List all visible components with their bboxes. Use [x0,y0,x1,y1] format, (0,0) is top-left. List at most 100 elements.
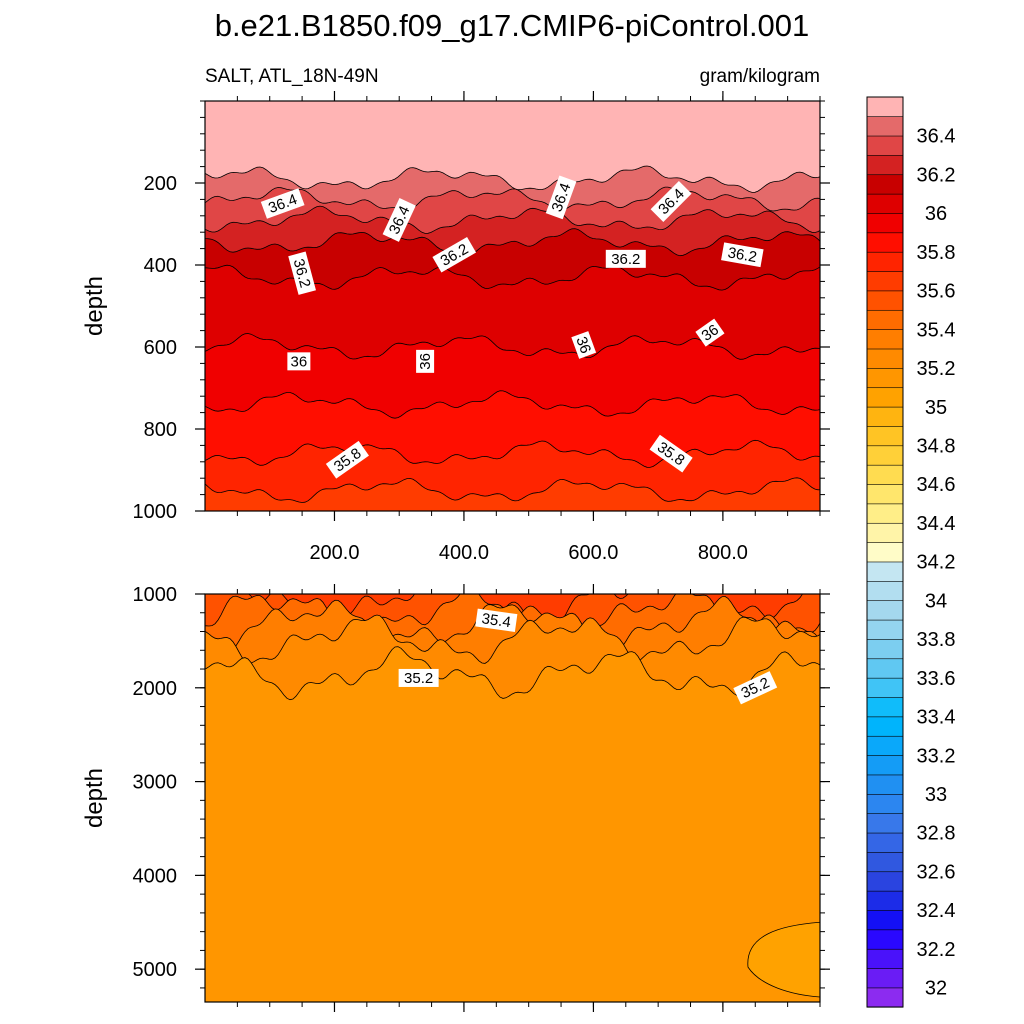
colorbar-swatch [866,445,904,466]
y-tick-label: 3000 [133,772,178,794]
colorbar-swatch [866,425,904,447]
colorbar-swatch [866,232,904,253]
contour-line [205,186,820,212]
colorbar-swatch [866,967,904,989]
colorbar-label: 32.6 [917,861,956,883]
x-tick-label: 200.0 [309,542,359,564]
contour-line [205,595,820,651]
contour-line [205,165,820,193]
colorbar-swatch [866,135,904,156]
colorbar-label: 32 [925,978,947,1000]
colorbar-label: 36.4 [917,126,956,148]
colorbar-swatch [866,270,904,292]
colorbar-swatch [866,696,904,718]
colorbar-label: 33 [925,784,947,806]
contour-region [747,921,820,998]
colorbar-swatch [866,987,904,1008]
colorbar-swatch [866,735,904,756]
colorbar-swatch [866,832,904,853]
colorbar-swatch [866,329,904,350]
contour-label: 36.2 [288,251,316,295]
colorbar-swatch [866,387,904,408]
svg-text:36: 36 [699,321,722,344]
colorbar-swatch [866,929,904,950]
colorbar-swatch [866,774,904,795]
colorbar-swatch [866,909,904,931]
y-tick-label: 200 [144,173,177,195]
x-tick-label: 600.0 [568,542,618,564]
colorbar-swatch [866,948,904,969]
colorbar-label: 32.2 [917,939,956,961]
y-tick-label: 2000 [133,678,178,700]
contour-line [205,477,820,503]
colorbar-label: 35.8 [917,242,956,264]
colorbar-swatch [866,483,904,505]
colorbar-swatch [866,677,904,698]
colorbar-swatch [866,813,904,834]
y-tick-label: 5000 [133,959,178,981]
y-axis-label: depth [81,276,108,336]
contour-line [205,205,820,234]
colorbar-swatch [866,619,904,640]
colorbar-label: 36.2 [917,164,956,186]
chart-title: b.e21.B1850.f09_g17.CMIP6-piControl.001 [215,8,810,43]
units-label: gram/kilogram [700,66,820,87]
y-tick-label: 1000 [133,584,178,606]
colorbar-swatch [866,580,904,602]
colorbar-swatch [866,522,904,543]
y-tick-label: 4000 [133,865,178,887]
colorbar-label: 32.4 [917,900,956,922]
contour-line [205,333,820,360]
variable-label: SALT, ATL_18N-49N [205,66,379,87]
svg-text:36.2: 36.2 [290,257,314,290]
contour-label: 35.2 [398,668,439,687]
colorbar-label: 34.4 [917,513,956,535]
contour-line [205,439,820,468]
svg-text:35.4: 35.4 [481,610,512,631]
colorbar-label: 34.2 [917,552,956,574]
contour-line [205,390,820,419]
colorbar-swatch [866,638,904,660]
colorbar-swatch [866,716,904,737]
colorbar-swatch [866,116,904,137]
colorbar: 32 32.2 32.4 32.6 32.8 33 33.2 33.4 33.6 33.8 34 34… [866,96,956,1008]
colorbar-label: 32.8 [917,823,956,845]
contour-label: 36 [287,352,311,371]
colorbar-label: 35.2 [917,358,956,380]
contour-band [205,646,820,1002]
y-axis-label: depth [81,768,108,828]
colorbar-swatch [866,154,904,176]
colorbar-swatch [866,464,904,485]
contour-line [205,646,820,701]
colorbar-swatch [866,754,904,776]
colorbar-swatch [866,542,904,563]
colorbar-swatch [866,193,904,214]
colorbar-label: 33.4 [917,707,956,729]
colorbar-label: 33.8 [917,629,956,651]
svg-text:35.2: 35.2 [404,670,433,687]
colorbar-label: 33.2 [917,745,956,767]
colorbar-label: 36 [925,203,947,225]
colorbar-label: 34.8 [917,436,956,458]
colorbar-swatch [866,600,904,621]
colorbar-swatch [866,96,904,117]
colorbar-label: 35.4 [917,319,956,341]
contour-label: 36 [695,318,725,347]
colorbar-swatch [866,290,904,311]
plot-frame [204,100,821,512]
svg-text:36: 36 [572,334,594,355]
contour-label: 36.2 [605,249,646,268]
colorbar-label: 35 [925,397,947,419]
plot-frame [204,593,821,1003]
colorbar-swatch [866,503,904,524]
svg-text:36: 36 [417,353,434,370]
colorbar-label: 34 [925,590,947,612]
svg-text:36.2: 36.2 [611,251,640,268]
contour-line [205,614,820,664]
colorbar-swatch [866,890,904,911]
colorbar-label: 33.6 [917,668,956,690]
colorbar-swatch [866,348,904,369]
contour-label: 36 [416,349,435,373]
